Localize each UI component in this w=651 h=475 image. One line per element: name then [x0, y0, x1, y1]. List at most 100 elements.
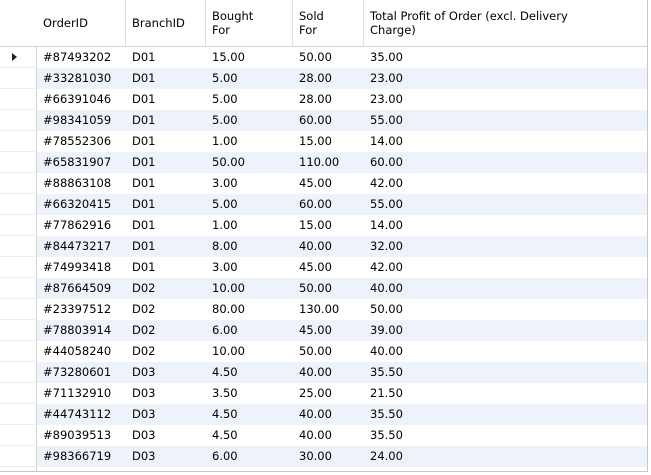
cell-sold-for[interactable]: 28.00	[299, 71, 332, 85]
cell-bought-for[interactable]: 5.00	[212, 92, 238, 106]
cell-orderid[interactable]: #88863108	[43, 176, 112, 190]
cell-orderid[interactable]: #87493202	[43, 50, 112, 64]
row-selector[interactable]	[0, 383, 37, 404]
row-selector[interactable]	[0, 47, 37, 68]
cell-bought-for[interactable]: 6.00	[212, 323, 238, 337]
cell-branchid[interactable]: D03	[132, 449, 156, 463]
cell-bought-for[interactable]: 50.00	[212, 155, 245, 169]
cell-branchid[interactable]: D01	[132, 155, 156, 169]
cell-total-profit[interactable]: 14.00	[370, 134, 403, 148]
cell-total-profit[interactable]: 24.00	[370, 449, 403, 463]
cell-total-profit[interactable]: 42.00	[370, 176, 403, 190]
cell-total-profit[interactable]: 40.00	[370, 344, 403, 358]
cell-sold-for[interactable]: 60.00	[299, 197, 332, 211]
cell-branchid[interactable]: D03	[132, 365, 156, 379]
cell-bought-for[interactable]: 4.50	[212, 407, 238, 421]
cell-sold-for[interactable]: 30.00	[299, 449, 332, 463]
table-row[interactable]: #77862916 D01 1.00 15.00 14.00	[0, 215, 647, 236]
cell-sold-for[interactable]: 40.00	[299, 407, 332, 421]
cell-total-profit[interactable]: 35.50	[370, 365, 403, 379]
cell-branchid[interactable]: D02	[132, 302, 156, 316]
cell-orderid[interactable]: #78803914	[43, 323, 112, 337]
table-row[interactable]: #44743112 D03 4.50 40.00 35.50	[0, 404, 647, 425]
table-row[interactable]: #66320415 D01 5.00 60.00 55.00	[0, 194, 647, 215]
cell-sold-for[interactable]: 28.00	[299, 92, 332, 106]
table-row[interactable]: #98366719 D03 6.00 30.00 24.00	[0, 446, 647, 467]
cell-bought-for[interactable]: 3.50	[212, 386, 238, 400]
cell-orderid[interactable]: #84473217	[43, 239, 112, 253]
cell-orderid[interactable]: #66320415	[43, 197, 112, 211]
cell-branchid[interactable]: D01	[132, 197, 156, 211]
cell-total-profit[interactable]: 40.00	[370, 281, 403, 295]
cell-branchid[interactable]: D02	[132, 344, 156, 358]
cell-bought-for[interactable]: 3.00	[212, 176, 238, 190]
row-selector[interactable]	[0, 131, 37, 152]
cell-orderid[interactable]: #98366719	[43, 449, 112, 463]
cell-bought-for[interactable]: 5.00	[212, 197, 238, 211]
cell-total-profit[interactable]: 23.00	[370, 92, 403, 106]
cell-bought-for[interactable]: 5.00	[212, 113, 238, 127]
cell-orderid[interactable]: #33281030	[43, 71, 112, 85]
cell-bought-for[interactable]: 80.00	[212, 302, 245, 316]
cell-sold-for[interactable]: 40.00	[299, 428, 332, 442]
cell-total-profit[interactable]: 35.00	[370, 50, 403, 64]
cell-sold-for[interactable]: 50.00	[299, 50, 332, 64]
cell-sold-for[interactable]: 45.00	[299, 260, 332, 274]
cell-orderid[interactable]: #65831907	[43, 155, 112, 169]
cell-sold-for[interactable]: 45.00	[299, 323, 332, 337]
cell-branchid[interactable]: D03	[132, 386, 156, 400]
row-selector[interactable]	[0, 341, 37, 362]
cell-branchid[interactable]: D01	[132, 176, 156, 190]
cell-branchid[interactable]: D01	[132, 239, 156, 253]
cell-orderid[interactable]: #98341059	[43, 113, 112, 127]
column-header-orderid[interactable]: OrderID	[37, 0, 126, 46]
cell-sold-for[interactable]: 15.00	[299, 134, 332, 148]
cell-orderid[interactable]: #71132910	[43, 386, 112, 400]
row-selector[interactable]	[0, 236, 37, 257]
cell-orderid[interactable]: #78552306	[43, 134, 112, 148]
cell-total-profit[interactable]: 23.00	[370, 71, 403, 85]
column-header-bought-for[interactable]: Bought For	[206, 0, 293, 46]
table-row[interactable]: #78552306 D01 1.00 15.00 14.00	[0, 131, 647, 152]
cell-sold-for[interactable]: 40.00	[299, 365, 332, 379]
cell-total-profit[interactable]: 21.50	[370, 386, 403, 400]
table-row[interactable]: #87493202 D01 15.00 50.00 35.00	[0, 47, 647, 68]
row-selector[interactable]	[0, 425, 37, 446]
row-selector[interactable]	[0, 152, 37, 173]
row-selector[interactable]	[0, 299, 37, 320]
cell-sold-for[interactable]: 130.00	[299, 302, 340, 316]
cell-branchid[interactable]: D01	[132, 260, 156, 274]
table-row[interactable]: #87664509 D02 10.00 50.00 40.00	[0, 278, 647, 299]
table-row[interactable]: #66391046 D01 5.00 28.00 23.00	[0, 89, 647, 110]
row-selector[interactable]	[0, 215, 37, 236]
cell-branchid[interactable]: D01	[132, 92, 156, 106]
row-selector[interactable]	[0, 320, 37, 341]
column-header-sold-for[interactable]: Sold For	[293, 0, 364, 46]
cell-sold-for[interactable]: 60.00	[299, 113, 332, 127]
cell-orderid[interactable]: #77862916	[43, 218, 112, 232]
cell-orderid[interactable]: #87664509	[43, 281, 112, 295]
cell-bought-for[interactable]: 1.00	[212, 134, 238, 148]
cell-orderid[interactable]: #66391046	[43, 92, 112, 106]
cell-sold-for[interactable]: 40.00	[299, 239, 332, 253]
row-selector[interactable]	[0, 194, 37, 215]
cell-sold-for[interactable]: 50.00	[299, 344, 332, 358]
cell-branchid[interactable]: D01	[132, 50, 156, 64]
table-row[interactable]: #88863108 D01 3.00 45.00 42.00	[0, 173, 647, 194]
cell-total-profit[interactable]: 32.00	[370, 239, 403, 253]
cell-branchid[interactable]: D03	[132, 428, 156, 442]
cell-total-profit[interactable]: 60.00	[370, 155, 403, 169]
table-row[interactable]: #98341059 D01 5.00 60.00 55.00	[0, 110, 647, 131]
cell-orderid[interactable]: #44058240	[43, 344, 112, 358]
row-selector[interactable]	[0, 446, 37, 467]
cell-sold-for[interactable]: 15.00	[299, 218, 332, 232]
cell-total-profit[interactable]: 55.00	[370, 197, 403, 211]
column-header-total-profit[interactable]: Total Profit of Order (excl. Delivery Ch…	[364, 0, 647, 46]
cell-sold-for[interactable]: 50.00	[299, 281, 332, 295]
cell-total-profit[interactable]: 35.50	[370, 407, 403, 421]
cell-bought-for[interactable]: 8.00	[212, 239, 238, 253]
cell-total-profit[interactable]: 14.00	[370, 218, 403, 232]
row-selector[interactable]	[0, 173, 37, 194]
cell-orderid[interactable]: #23397512	[43, 302, 112, 316]
cell-bought-for[interactable]: 10.00	[212, 281, 245, 295]
